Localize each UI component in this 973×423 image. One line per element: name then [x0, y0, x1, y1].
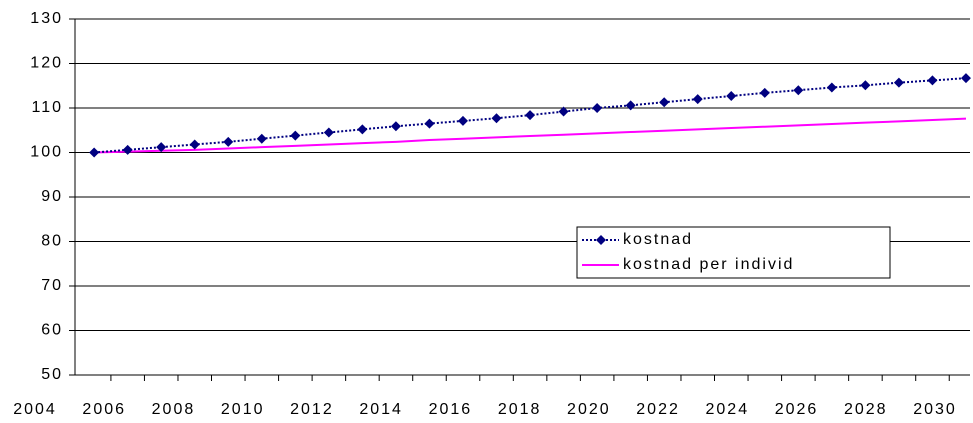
marker: [491, 113, 502, 124]
series-line: [94, 117, 967, 154]
marker: [156, 142, 167, 153]
marker: [927, 75, 938, 86]
legend: [576, 226, 891, 279]
marker: [726, 90, 737, 101]
marker: [424, 118, 435, 129]
y-tick-label: 100: [30, 144, 63, 161]
x-tick-label: 2012: [290, 401, 334, 418]
y-tick-label: 130: [30, 10, 63, 27]
marker: [256, 133, 267, 144]
y-tick-label: 120: [30, 55, 63, 72]
marker: [457, 115, 468, 126]
marker: [759, 87, 770, 98]
x-tick-label: 2014: [359, 401, 403, 418]
marker: [692, 94, 703, 105]
marker: [89, 147, 100, 158]
marker: [525, 110, 536, 121]
x-tick-label: 2006: [82, 401, 126, 418]
y-tick-label: 90: [41, 188, 63, 205]
marker: [860, 80, 871, 91]
marker: [558, 106, 569, 117]
marker: [826, 82, 837, 93]
marker: [625, 100, 636, 111]
x-tick-label: 2008: [152, 401, 196, 418]
y-tick-label: 60: [41, 322, 63, 339]
x-tick-label: 2026: [775, 401, 819, 418]
x-tick-label: 2010: [221, 401, 265, 418]
x-tick-label: 2004: [13, 401, 57, 418]
legend-label: kostnad: [623, 231, 693, 248]
legend-label: kostnad per individ: [623, 256, 794, 273]
y-tick-label: 70: [41, 277, 63, 294]
marker: [793, 85, 804, 96]
y-tick-label: 80: [41, 233, 63, 250]
x-tick-label: 2020: [567, 401, 611, 418]
legend-marker: [596, 235, 606, 245]
x-tick-label: 2016: [429, 401, 473, 418]
marker: [323, 127, 334, 138]
y-tick-label: 50: [41, 366, 63, 383]
x-tick-label: 2018: [498, 401, 542, 418]
x-tick-label: 2022: [636, 401, 680, 418]
x-tick-label: 2030: [913, 401, 957, 418]
marker: [659, 97, 670, 108]
marker: [893, 77, 904, 88]
marker: [290, 130, 301, 141]
marker: [357, 124, 368, 135]
marker: [189, 139, 200, 150]
x-tick-label: 2028: [844, 401, 888, 418]
marker: [960, 73, 971, 84]
x-tick-label: 2024: [706, 401, 750, 418]
marker: [592, 103, 603, 113]
y-tick-label: 110: [31, 99, 63, 116]
marker: [122, 144, 133, 155]
marker: [390, 121, 401, 132]
marker: [223, 136, 234, 147]
